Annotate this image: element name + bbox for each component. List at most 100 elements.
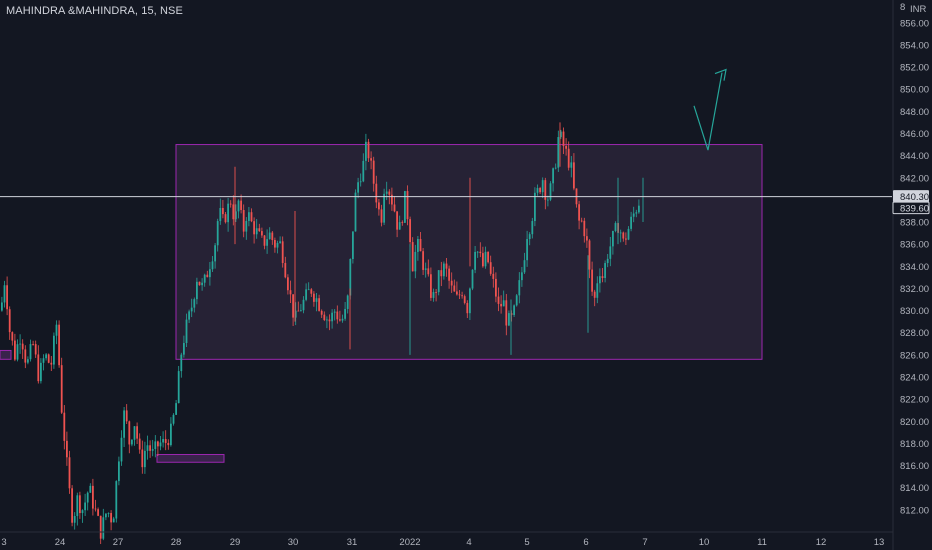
candle-body[interactable] bbox=[578, 204, 580, 221]
candle-body[interactable] bbox=[518, 280, 521, 296]
candle-body[interactable] bbox=[120, 437, 123, 462]
candle-body[interactable] bbox=[123, 410, 125, 438]
candle-body[interactable] bbox=[21, 343, 24, 350]
candle-body[interactable] bbox=[391, 194, 393, 205]
candle-body[interactable] bbox=[461, 295, 463, 297]
candle-body[interactable] bbox=[154, 441, 157, 450]
candle-body[interactable] bbox=[469, 288, 471, 314]
candle-body[interactable] bbox=[554, 167, 557, 169]
candle-body[interactable] bbox=[172, 414, 175, 424]
candle-body[interactable] bbox=[346, 295, 349, 309]
secondary-price-tag[interactable]: 839.60 bbox=[892, 201, 930, 215]
candle-body[interactable] bbox=[232, 204, 235, 220]
candle-body[interactable] bbox=[245, 220, 248, 232]
candle-body[interactable] bbox=[268, 232, 271, 240]
candle-body[interactable] bbox=[224, 214, 227, 223]
candle-body[interactable] bbox=[198, 281, 201, 286]
candle-body[interactable] bbox=[84, 502, 86, 511]
candle-body[interactable] bbox=[170, 423, 172, 446]
candle-body[interactable] bbox=[365, 141, 367, 161]
candle-body[interactable] bbox=[482, 253, 484, 267]
candle-body[interactable] bbox=[19, 343, 21, 345]
candle-body[interactable] bbox=[27, 359, 29, 363]
candle-body[interactable] bbox=[253, 221, 255, 235]
candle-body[interactable] bbox=[307, 289, 310, 291]
candle-body[interactable] bbox=[362, 160, 365, 182]
candle-body[interactable] bbox=[570, 162, 573, 168]
candle-body[interactable] bbox=[79, 495, 81, 514]
candle-body[interactable] bbox=[222, 207, 224, 215]
candle-body[interactable] bbox=[3, 285, 6, 303]
candle-body[interactable] bbox=[339, 319, 341, 321]
candle-body[interactable] bbox=[627, 228, 630, 240]
candle-body[interactable] bbox=[604, 263, 606, 278]
candle-body[interactable] bbox=[453, 285, 456, 292]
candle-body[interactable] bbox=[136, 426, 138, 439]
candle-body[interactable] bbox=[42, 358, 45, 363]
candle-body[interactable] bbox=[157, 441, 159, 447]
candle-body[interactable] bbox=[162, 439, 164, 443]
candle-body[interactable] bbox=[401, 222, 404, 223]
candle-body[interactable] bbox=[24, 349, 27, 363]
candle-body[interactable] bbox=[34, 344, 37, 355]
candle-body[interactable] bbox=[536, 188, 539, 193]
candle-body[interactable] bbox=[68, 457, 71, 489]
candle-body[interactable] bbox=[487, 251, 489, 263]
candle-body[interactable] bbox=[466, 302, 469, 314]
candle-body[interactable] bbox=[115, 481, 118, 519]
candle-body[interactable] bbox=[183, 343, 185, 355]
candle-body[interactable] bbox=[73, 516, 76, 523]
candle-body[interactable] bbox=[370, 158, 372, 161]
candle-body[interactable] bbox=[349, 258, 352, 296]
candle-body[interactable] bbox=[547, 199, 549, 201]
candle-body[interactable] bbox=[190, 307, 193, 312]
candle-body[interactable] bbox=[81, 510, 84, 514]
candle-body[interactable] bbox=[393, 204, 396, 212]
candle-body[interactable] bbox=[175, 403, 177, 415]
candle-body[interactable] bbox=[180, 354, 183, 372]
candle-body[interactable] bbox=[596, 283, 599, 298]
candle-body[interactable] bbox=[274, 240, 276, 248]
candle-body[interactable] bbox=[196, 281, 198, 300]
candle-body[interactable] bbox=[110, 513, 112, 523]
candle-body[interactable] bbox=[448, 268, 450, 281]
candle-body[interactable] bbox=[97, 509, 99, 516]
candle-body[interactable] bbox=[458, 294, 461, 296]
candle-body[interactable] bbox=[50, 362, 53, 365]
candle-body[interactable] bbox=[549, 183, 552, 200]
candle-body[interactable] bbox=[315, 298, 318, 302]
candle-body[interactable] bbox=[588, 240, 591, 270]
candle-body[interactable] bbox=[586, 236, 588, 241]
candle-body[interactable] bbox=[102, 517, 105, 539]
candle-body[interactable] bbox=[214, 245, 216, 262]
candle-body[interactable] bbox=[479, 251, 482, 254]
candle-body[interactable] bbox=[320, 310, 323, 315]
candle-body[interactable] bbox=[125, 410, 128, 422]
candle-body[interactable] bbox=[601, 276, 604, 278]
candle-body[interactable] bbox=[432, 292, 435, 298]
candle-body[interactable] bbox=[456, 291, 458, 295]
candle-body[interactable] bbox=[484, 251, 487, 267]
candle-body[interactable] bbox=[229, 203, 232, 205]
candle-body[interactable] bbox=[630, 216, 632, 229]
candle-body[interactable] bbox=[614, 223, 617, 231]
candle-body[interactable] bbox=[424, 268, 427, 270]
candle-body[interactable] bbox=[326, 319, 328, 321]
candle-body[interactable] bbox=[112, 518, 115, 523]
candle-body[interactable] bbox=[313, 293, 315, 302]
candle-body[interactable] bbox=[240, 200, 242, 210]
candle-body[interactable] bbox=[128, 421, 131, 445]
candle-body[interactable] bbox=[440, 270, 443, 277]
candle-body[interactable] bbox=[541, 180, 544, 193]
candle-body[interactable] bbox=[450, 280, 453, 286]
candle-body[interactable] bbox=[255, 228, 258, 235]
candle-body[interactable] bbox=[622, 232, 625, 239]
candle-body[interactable] bbox=[266, 239, 268, 246]
candle-body[interactable] bbox=[417, 238, 419, 252]
candle-body[interactable] bbox=[331, 312, 333, 322]
candle-body[interactable] bbox=[333, 311, 336, 313]
candle-body[interactable] bbox=[515, 295, 518, 306]
candle-body[interactable] bbox=[336, 311, 339, 320]
candle-body[interactable] bbox=[375, 183, 378, 203]
candle-body[interactable] bbox=[328, 319, 331, 322]
